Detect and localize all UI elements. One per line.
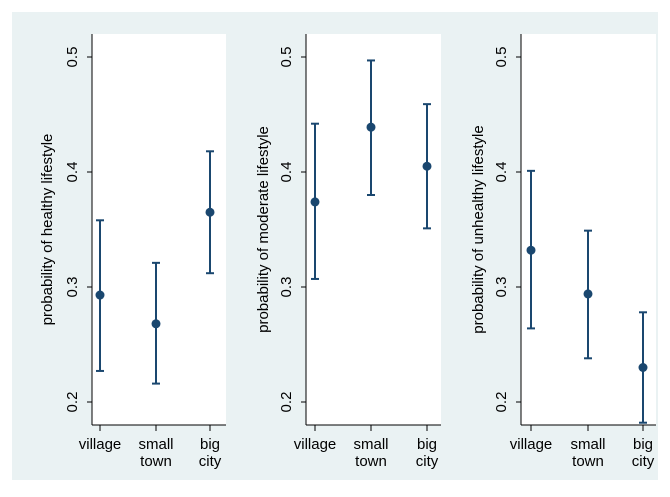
x-tick-label: small town — [138, 436, 173, 470]
y-tick-label: 0.5 — [493, 47, 510, 68]
data-point — [526, 245, 536, 255]
data-point — [205, 207, 215, 217]
y-tick-label: 0.4 — [278, 162, 295, 183]
data-point — [310, 197, 320, 207]
y-tick-label: 0.2 — [493, 392, 510, 413]
y-axis-label: probability of unhealthy lifestyle — [470, 125, 487, 333]
y-axis-label: probability of healthy lifestyle — [39, 134, 56, 326]
x-tick-label: big city — [416, 436, 439, 470]
x-tick-label: big city — [632, 436, 655, 470]
data-point — [422, 161, 432, 171]
y-tick-label: 0.2 — [64, 392, 81, 413]
data-point — [151, 319, 161, 329]
data-point — [95, 290, 105, 300]
y-tick-label: 0.2 — [278, 392, 295, 413]
chart-panel-3: 0.2 0.3 0.4 0.5 probability of unhealthy lif… — [470, 34, 656, 470]
plot-area — [521, 34, 656, 425]
y-tick-label: 0.5 — [64, 47, 81, 68]
y-tick-label: 0.4 — [493, 162, 510, 183]
plot-area — [92, 34, 226, 425]
data-point — [583, 289, 593, 299]
x-tick-label: small town — [353, 436, 388, 470]
data-point — [638, 363, 648, 372]
x-tick-label: village — [79, 436, 122, 453]
x-tick-label: small town — [570, 436, 605, 470]
chart-panel-2: 0.2 0.3 0.4 0.5 probability of moderate life… — [255, 34, 441, 470]
x-tick-label: village — [510, 436, 553, 453]
data-point — [366, 122, 376, 132]
y-tick-label: 0.4 — [64, 162, 81, 183]
y-axis-label: probability of moderate lifestyle — [255, 126, 272, 333]
plot-area — [306, 34, 441, 425]
x-tick-label: big city — [199, 436, 222, 470]
chart-panel-1: 0.2 0.3 0.4 0.5 probability of healthy lifes… — [39, 34, 226, 470]
y-tick-label: 0.3 — [278, 277, 295, 298]
y-tick-label: 0.3 — [64, 277, 81, 298]
y-tick-label: 0.5 — [278, 47, 295, 68]
x-tick-label: village — [294, 436, 337, 453]
y-tick-label: 0.3 — [493, 277, 510, 298]
